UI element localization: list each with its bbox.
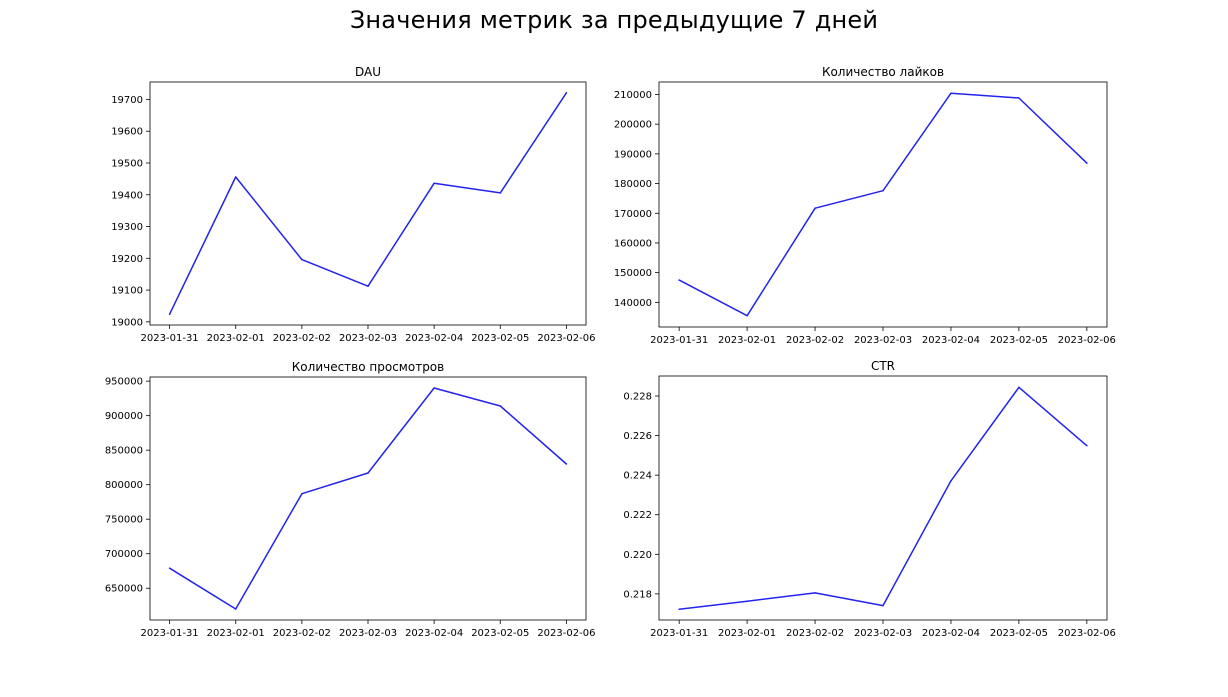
data-point bbox=[433, 387, 435, 389]
data-point bbox=[301, 258, 303, 261]
y-tick-label: 19300 bbox=[111, 222, 143, 233]
y-tick-label: 19700 bbox=[111, 95, 143, 106]
y-tick-label: 750000 bbox=[105, 515, 143, 526]
y-tick-label: 800000 bbox=[105, 480, 143, 491]
x-tick-label: 2023-02-05 bbox=[471, 628, 529, 639]
data-point bbox=[234, 176, 237, 178]
x-tick-label: 2023-02-03 bbox=[854, 628, 912, 639]
figure-title: Значения метрик за предыдущие 7 дней bbox=[349, 6, 879, 34]
x-tick-label: 2023-01-31 bbox=[650, 335, 708, 346]
data-point bbox=[168, 313, 171, 316]
y-tick-label: 0.218 bbox=[623, 589, 652, 600]
y-tick-label: 180000 bbox=[614, 179, 652, 190]
x-tick-label: 2023-02-05 bbox=[990, 628, 1048, 639]
y-tick-label: 19000 bbox=[111, 317, 143, 328]
chart-title: DAU bbox=[355, 65, 381, 79]
y-tick-label: 170000 bbox=[614, 209, 652, 220]
x-tick-label: 2023-02-01 bbox=[718, 335, 776, 346]
data-point bbox=[168, 567, 171, 570]
x-tick-label: 2023-02-04 bbox=[922, 628, 980, 639]
chart-title: CTR bbox=[871, 359, 895, 373]
y-tick-label: 0.224 bbox=[623, 471, 652, 482]
y-tick-label: 0.226 bbox=[623, 431, 652, 442]
y-tick-label: 19600 bbox=[111, 127, 143, 138]
y-tick-label: 150000 bbox=[614, 268, 652, 279]
x-tick-label: 2023-02-05 bbox=[471, 333, 529, 344]
x-tick-label: 2023-02-04 bbox=[405, 628, 463, 639]
y-tick-label: 160000 bbox=[614, 238, 652, 249]
data-point bbox=[746, 314, 748, 317]
axes-frame bbox=[658, 375, 1108, 621]
y-tick-label: 0.228 bbox=[623, 391, 652, 402]
data-point bbox=[234, 608, 237, 610]
y-tick-label: 19200 bbox=[111, 254, 143, 265]
data-point bbox=[814, 592, 816, 594]
data-point bbox=[367, 472, 369, 474]
x-tick-label: 2023-02-06 bbox=[537, 628, 595, 639]
x-tick-label: 2023-02-01 bbox=[207, 333, 265, 344]
y-tick-label: 650000 bbox=[105, 584, 143, 595]
data-point bbox=[565, 463, 568, 465]
x-tick-label: 2023-02-04 bbox=[405, 333, 463, 344]
x-tick-label: 2023-02-03 bbox=[854, 335, 912, 346]
data-point bbox=[678, 279, 680, 281]
x-tick-label: 2023-02-02 bbox=[786, 335, 844, 346]
data-point bbox=[565, 92, 568, 94]
chart-title: Количество просмотров bbox=[292, 360, 444, 374]
x-tick-label: 2023-02-02 bbox=[273, 628, 331, 639]
x-tick-label: 2023-01-31 bbox=[141, 628, 199, 639]
y-tick-label: 140000 bbox=[614, 298, 652, 309]
y-tick-label: 210000 bbox=[614, 90, 652, 101]
x-tick-label: 2023-02-02 bbox=[786, 628, 844, 639]
y-tick-label: 0.220 bbox=[623, 550, 652, 561]
data-point bbox=[301, 492, 303, 495]
chart-title: Количество лайков bbox=[822, 65, 944, 79]
data-point bbox=[1086, 162, 1088, 164]
data-point bbox=[499, 192, 502, 194]
data-point bbox=[499, 405, 502, 407]
data-point bbox=[814, 207, 816, 210]
x-tick-label: 2023-02-01 bbox=[207, 628, 265, 639]
data-point bbox=[1018, 386, 1020, 389]
data-point bbox=[882, 189, 884, 192]
y-tick-label: 950000 bbox=[105, 377, 143, 388]
x-tick-label: 2023-02-06 bbox=[1058, 335, 1116, 346]
x-tick-label: 2023-02-05 bbox=[990, 335, 1048, 346]
data-point bbox=[1018, 97, 1020, 99]
x-tick-label: 2023-02-03 bbox=[339, 333, 397, 344]
x-tick-label: 2023-02-06 bbox=[1058, 628, 1116, 639]
x-tick-label: 2023-01-31 bbox=[141, 333, 199, 344]
data-point bbox=[746, 600, 748, 603]
y-tick-label: 0.222 bbox=[623, 510, 652, 521]
y-tick-label: 850000 bbox=[105, 446, 143, 457]
x-tick-label: 2023-02-04 bbox=[922, 335, 980, 346]
y-tick-label: 19100 bbox=[111, 286, 143, 297]
x-tick-label: 2023-02-03 bbox=[339, 628, 397, 639]
x-tick-label: 2023-02-01 bbox=[718, 628, 776, 639]
data-point bbox=[433, 182, 435, 185]
series-line bbox=[679, 386, 1088, 611]
y-tick-label: 700000 bbox=[105, 549, 143, 560]
x-tick-label: 2023-01-31 bbox=[650, 628, 708, 639]
y-tick-label: 19500 bbox=[111, 159, 143, 170]
data-point bbox=[367, 285, 369, 288]
data-point bbox=[950, 480, 952, 482]
y-tick-label: 200000 bbox=[614, 120, 652, 131]
data-point bbox=[678, 608, 680, 611]
x-tick-label: 2023-02-02 bbox=[273, 333, 331, 344]
data-point bbox=[950, 92, 952, 95]
y-tick-label: 190000 bbox=[614, 149, 652, 160]
data-point bbox=[882, 604, 884, 607]
x-tick-label: 2023-02-06 bbox=[537, 333, 595, 344]
y-tick-label: 900000 bbox=[105, 411, 143, 422]
y-tick-label: 19400 bbox=[111, 190, 143, 201]
data-point bbox=[1086, 444, 1088, 447]
